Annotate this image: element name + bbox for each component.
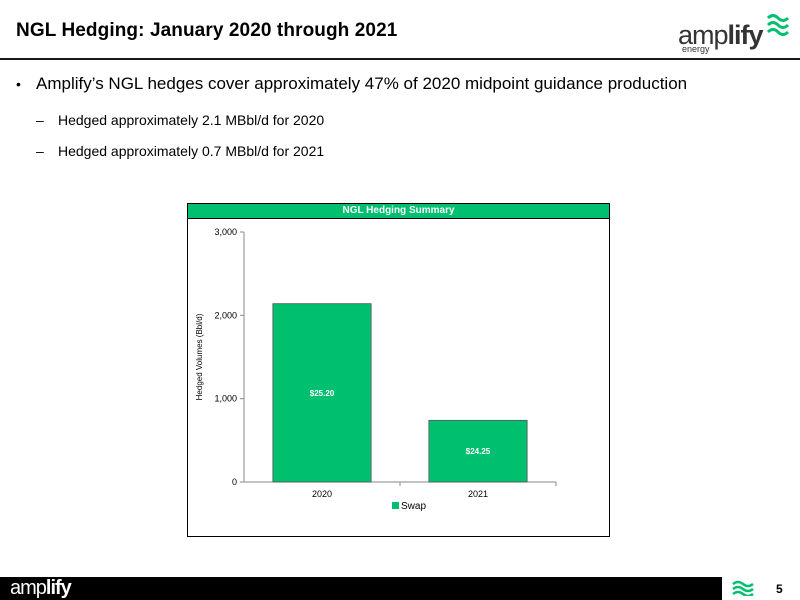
footer-bar: amplify [0,577,722,600]
legend-label-swap: Swap [401,501,426,512]
bar-data-label: $25.20 [310,389,335,398]
footer-logo-bold: lify [45,577,72,599]
slide-title: NGL Hedging: January 2020 through 2021 [16,20,398,41]
ngl-hedging-chart: 0 1,000 2,000 3,000 Hedged Volumes (Bbl/d) $2… [187,203,610,537]
page-number: 5 [776,582,783,596]
y-tick-label: 2,000 [214,310,237,320]
sub-bullet-2020: – Hedged approximately 2.1 MBbl/d for 202… [36,112,324,128]
title-divider [0,58,800,60]
logo-subtitle: energy [682,44,710,54]
amplify-energy-logo: amplify energy [678,12,790,56]
bar-data-label: $24.25 [466,447,491,456]
y-tick-label: 3,000 [214,227,237,237]
y-axis-label: Hedged Volumes (Bbl/d) [195,313,204,400]
bar-2020 [272,303,372,483]
bullet-main-text: Amplify’s NGL hedges cover approximately… [36,74,688,93]
logo-word-bold: lify [727,20,764,50]
y-tick-label: 0 [232,477,237,487]
bullet-main: • Amplify’s NGL hedges cover approximatel… [16,74,687,94]
y-tick-label: 1,000 [214,394,237,404]
logo-word-light: amp [678,20,729,50]
bullet-dash: – [36,112,44,128]
chart-title: NGL Hedging Summary [188,204,609,219]
legend-swatch [392,502,399,509]
sub-bullet-text: Hedged approximately 0.7 MBbl/d for 2021 [58,143,325,159]
bar-2021 [428,419,528,483]
bullet-dash: – [36,143,44,159]
waves-icon [766,14,790,36]
chart-canvas: 0 1,000 2,000 3,000 Hedged Volumes (Bbl/d) $2… [195,227,557,512]
logo-wordmark: amplify [678,20,764,50]
sub-bullet-text: Hedged approximately 2.1 MBbl/d for 2020 [58,112,325,128]
bullet-dot: • [16,76,21,92]
footer-logo: amplify [10,577,72,600]
x-tick-label: 2020 [312,489,332,499]
x-tick-label: 2021 [468,489,488,499]
sub-bullet-2021: – Hedged approximately 0.7 MBbl/d for 202… [36,143,324,159]
footer-waves-icon [732,580,754,596]
footer-logo-light: amp [10,577,47,599]
